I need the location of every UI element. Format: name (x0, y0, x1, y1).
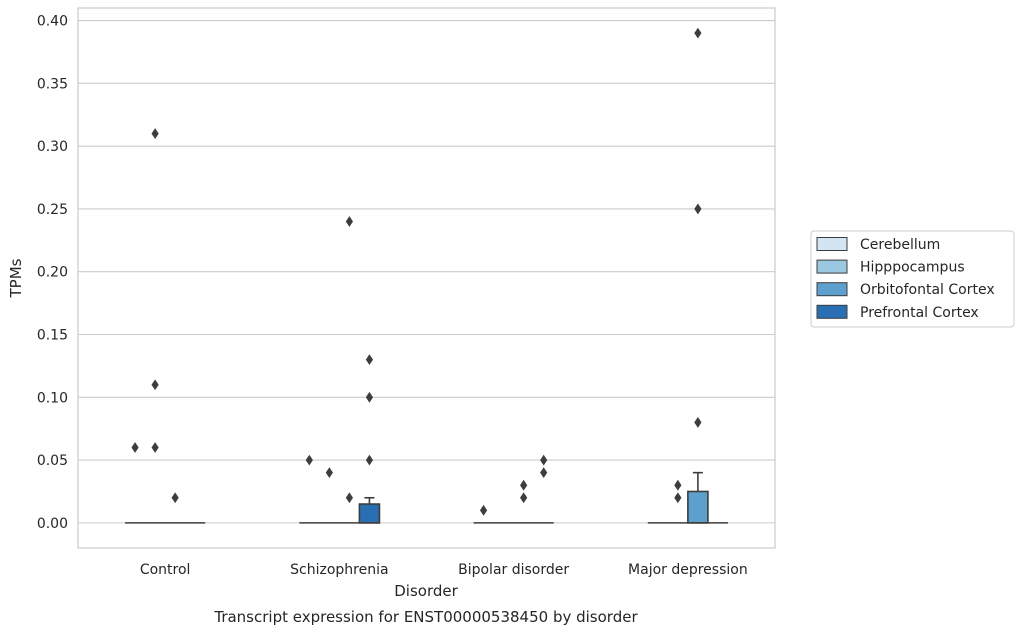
outlier-point (674, 492, 682, 504)
box (687, 471, 709, 524)
outlier-point (305, 454, 313, 466)
y-tick-label: 0.40 (37, 14, 68, 30)
legend-frame (810, 230, 1015, 328)
boxes (125, 471, 728, 524)
x-tick-label: Bipolar disorder (458, 562, 569, 578)
box-body (358, 503, 381, 524)
outlier-point (674, 479, 682, 491)
plot-frame (77, 7, 776, 549)
outliers (131, 27, 702, 516)
legend-swatch (816, 282, 848, 297)
outlier-point (540, 467, 548, 479)
y-tick-label: 0.15 (37, 328, 68, 344)
outlier-point (345, 492, 353, 504)
outlier-point (694, 417, 702, 428)
gridlines (78, 20, 775, 524)
legend-label: Prefrontal Cortex (860, 305, 979, 321)
outlier-point (365, 391, 374, 403)
outlier-point (520, 479, 528, 491)
y-tick-label: 0.00 (37, 516, 68, 532)
outlier-point (345, 216, 353, 227)
outlier-point (151, 442, 159, 453)
outlier-point (365, 454, 374, 466)
outlier-point (540, 454, 548, 466)
outlier-point (131, 442, 139, 453)
box-body (687, 490, 709, 524)
y-tick-label: 0.30 (37, 139, 68, 155)
x-tick-label: Major depression (628, 562, 748, 578)
outlier-point (365, 354, 374, 366)
outlier-point (325, 467, 333, 479)
outlier-point (520, 492, 528, 504)
outlier-point (479, 504, 488, 516)
legend: Cerebellum Hipppocampus Orbitofontal Corte… (810, 230, 1015, 328)
legend-swatch (816, 304, 848, 319)
outlier-point (151, 379, 159, 391)
outlier-point (694, 203, 702, 215)
legend-swatch (816, 259, 848, 274)
legend-label: Hipppocampus (860, 260, 965, 276)
outlier-point (151, 128, 159, 139)
x-axis-title: Disorder (394, 582, 458, 600)
x-tick-label: Control (140, 562, 191, 578)
x-tick-label: Schizophrenia (290, 562, 388, 578)
y-tick-label: 0.25 (37, 202, 68, 218)
y-tick-label: 0.20 (37, 265, 68, 281)
y-tick-labels: 0.00 0.05 0.10 0.15 0.20 0.25 0.30 0.35 0.40 (37, 14, 68, 532)
y-tick-label: 0.35 (37, 76, 68, 92)
x-tick-labels: Control Schizophrenia Bipolar disorder Majo… (140, 562, 748, 578)
outlier-point (171, 492, 179, 504)
legend-label: Orbitofontal Cortex (860, 282, 995, 298)
outlier-point (694, 27, 702, 39)
y-tick-label: 0.10 (37, 390, 68, 406)
y-tick-label: 0.05 (37, 453, 68, 469)
box (358, 496, 381, 524)
y-axis-title: TPMs (7, 258, 25, 298)
chart-caption: Transcript expression for ENST0000053845… (213, 608, 638, 626)
legend-swatch (816, 237, 848, 251)
legend-label: Cerebellum (860, 237, 940, 253)
